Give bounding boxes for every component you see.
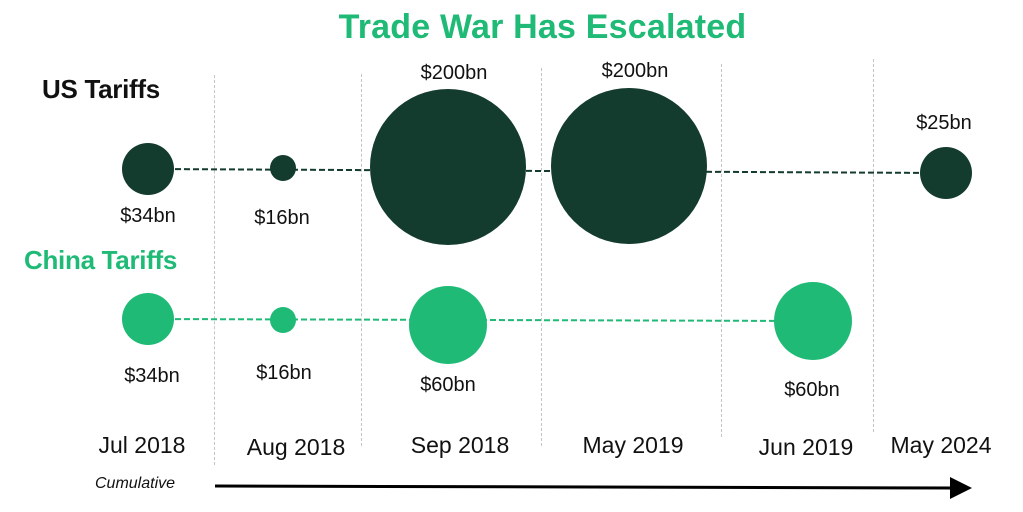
date-may-2019: May 2019 [582, 432, 684, 458]
date-may-2024: May 2024 [890, 432, 992, 458]
date-jul-2018: Jul 2018 [98, 432, 186, 458]
divider-3 [541, 68, 542, 446]
date-sep-2018: Sep 2018 [410, 432, 510, 458]
divider-4 [721, 64, 722, 437]
china-value-jun-2019: $60bn [784, 379, 840, 401]
china-value-jul-2018: $34bn [124, 365, 180, 387]
cumulative-label: Cumulative [95, 475, 176, 492]
date-aug-2018: Aug 2018 [246, 434, 346, 460]
us-bubble-aug-2018 [270, 155, 296, 181]
divider-5 [873, 59, 874, 432]
us-value-sep-2018: $200bn [420, 62, 488, 84]
date-jun-2019: Jun 2019 [758, 434, 854, 460]
divider-2 [361, 74, 362, 446]
china-bubble-jul-2018 [122, 293, 174, 345]
china-bubble-jun-2019 [774, 282, 852, 360]
us-bubble-sep-2018 [370, 89, 526, 245]
us-value-aug-2018: $16bn [254, 207, 310, 229]
cumulative-arrow-line [214, 484, 956, 490]
china-value-sep-2018: $60bn [420, 374, 476, 396]
arrow-head-icon [950, 477, 972, 499]
divider-1 [214, 75, 215, 465]
china-bubble-aug-2018 [270, 307, 296, 333]
us-value-may-2019: $200bn [601, 60, 669, 82]
us-value-may-2024: $25bn [916, 112, 972, 134]
china-bubble-sep-2018 [409, 286, 487, 364]
us-connector-line [147, 168, 947, 174]
china-tariffs-label: China Tariffs [24, 245, 178, 275]
china-connector-line [147, 318, 814, 322]
china-value-aug-2018: $16bn [256, 362, 312, 384]
us-bubble-jul-2018 [122, 143, 174, 195]
us-value-jul-2018: $34bn [120, 205, 176, 227]
chart-title: Trade War Has Escalated [338, 8, 747, 46]
us-tariffs-label: US Tariffs [42, 74, 160, 104]
us-bubble-may-2024 [920, 147, 972, 199]
us-bubble-may-2019 [551, 88, 707, 244]
